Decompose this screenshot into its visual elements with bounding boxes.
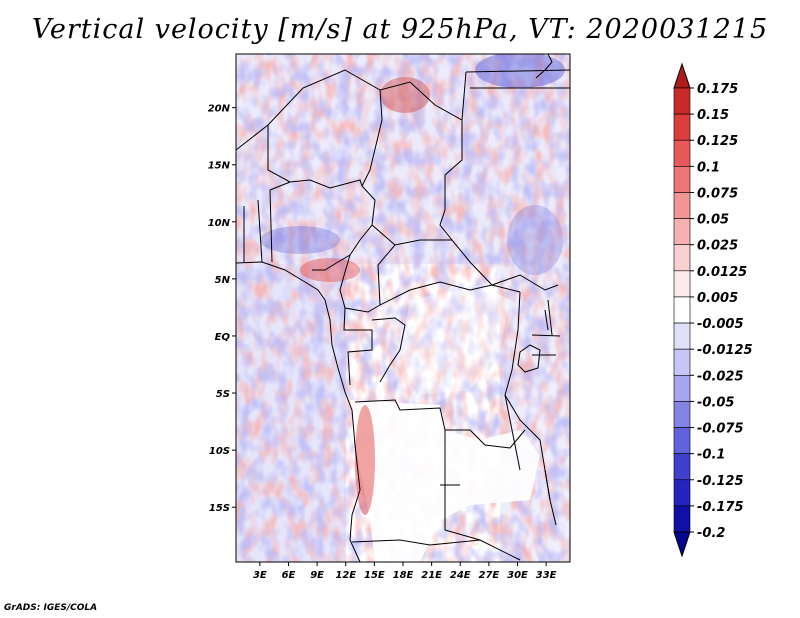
software-credit: GrADS: IGES/COLA [4,603,98,613]
country-borders [236,54,570,562]
colorbar-label: 0.15 [697,108,729,123]
border-car-drc [377,244,521,306]
lon-tick-label: 12E [335,570,356,581]
border-gabon-congo [343,307,406,386]
lat-tick-label: 15S [209,503,230,514]
lat-tick-label: 15N [208,161,231,172]
border-uganda-kenya [531,299,561,356]
colorbar-label: -0.2 [697,526,725,541]
colorbar-bin [673,427,691,454]
coastline-north-east [535,54,553,79]
coastline-west-africa [236,261,361,562]
colorbar-label: 0.005 [697,291,738,306]
strong-downdraft-nigeria [260,226,340,254]
lon-tick-label: 9E [310,570,324,581]
colorbar-label: -0.05 [697,395,734,410]
downdraft-east [507,205,563,275]
calm-basin [400,285,510,395]
border-nigeria [269,181,376,271]
longitude-axis: 3E 6E 9E 12E 15E 18E 21E 24E 27E 30E 33E [253,562,557,581]
plot-title: Vertical velocity [m/s] at 925hPa, VT: 2… [31,14,769,45]
lake-turkana [544,309,549,331]
colorbar-bin [673,453,691,481]
strong-updraft-nigeria [300,258,360,282]
colorbar-bin [673,244,691,272]
lon-tick-label: 30E [507,570,528,581]
colorbar-bin [673,218,691,246]
colorbar-bin [673,192,691,219]
colorbar-bin [673,348,691,376]
border-sudan-ssudan [465,69,570,291]
lat-tick-label: 10N [208,218,231,229]
colorbar-label: 0.0125 [697,265,747,280]
lat-tick-label: 5S [216,389,230,400]
colorbar: 0.175 0.15 0.125 0.1 0.075 0.05 0.025 0.0125 0.0… [673,62,753,558]
lon-tick-label: 18E [393,570,414,581]
lake-tanganyika [504,394,521,471]
lat-tick-label: 20N [208,104,231,115]
strong-updraft-north [380,77,430,113]
lat-tick-label: 5N [215,275,231,286]
colorbar-bin [673,322,691,350]
lon-tick-label: 33E [536,570,557,581]
colorbar-label: -0.125 [697,474,744,489]
colorbar-top-arrow [673,62,691,89]
colorbar-bin [673,139,691,167]
colorbar-label: 0.175 [697,82,738,97]
colorbar-bin [673,401,691,428]
border-niger-chad [361,89,383,187]
strong-updraft-coast [355,405,375,515]
colorbar-bin [673,479,691,507]
colorbar-label: -0.075 [697,422,744,437]
colorbar-label: -0.1 [697,448,725,463]
colorbar-label: -0.0125 [697,343,753,358]
border-angola-zambia [440,430,481,541]
border-chad-sudan [439,120,463,241]
lon-tick-label: 24E [450,570,471,581]
colorbar-bin [673,374,691,402]
colorbar-bin [673,166,691,193]
border-chad-car [371,224,493,286]
lake-victoria [517,344,541,373]
colorbar-label: 0.075 [697,186,738,201]
border-mali-niger [267,125,363,189]
colorbar-bin [673,505,691,533]
colorbar-label: -0.025 [697,369,744,384]
colorbar-label: -0.005 [697,317,744,332]
lon-tick-label: 15E [364,570,385,581]
colorbar-label: -0.175 [697,500,744,515]
lat-tick-label: 10S [209,446,230,457]
colorbar-bin [673,270,691,298]
colorbar-label: 0.125 [697,134,738,149]
lon-tick-label: 3E [253,570,267,581]
colorbar-label: 0.05 [697,213,729,228]
colorbar-bottom-arrow [673,531,691,558]
border-east-lakes [504,291,551,501]
lake-malawi [544,469,557,526]
lon-tick-label: 27E [479,570,500,581]
border-benin-togo [243,189,273,263]
colorbar-bin [673,87,691,115]
colorbar-label: 0.025 [697,239,738,254]
colorbar-label: 0.1 [697,160,720,175]
lon-tick-label: 21E [421,570,442,581]
lon-tick-label: 6E [282,570,296,581]
border-cameroon [339,254,381,313]
map-panel [236,54,570,562]
latitude-axis: 20N 15N 10N 5N EQ 5S 10S 15S [208,104,236,514]
colorbar-bin [673,296,691,324]
colorbar-bin [673,113,691,141]
border-namibia [351,539,521,561]
lat-tick-label: EQ [215,332,231,343]
